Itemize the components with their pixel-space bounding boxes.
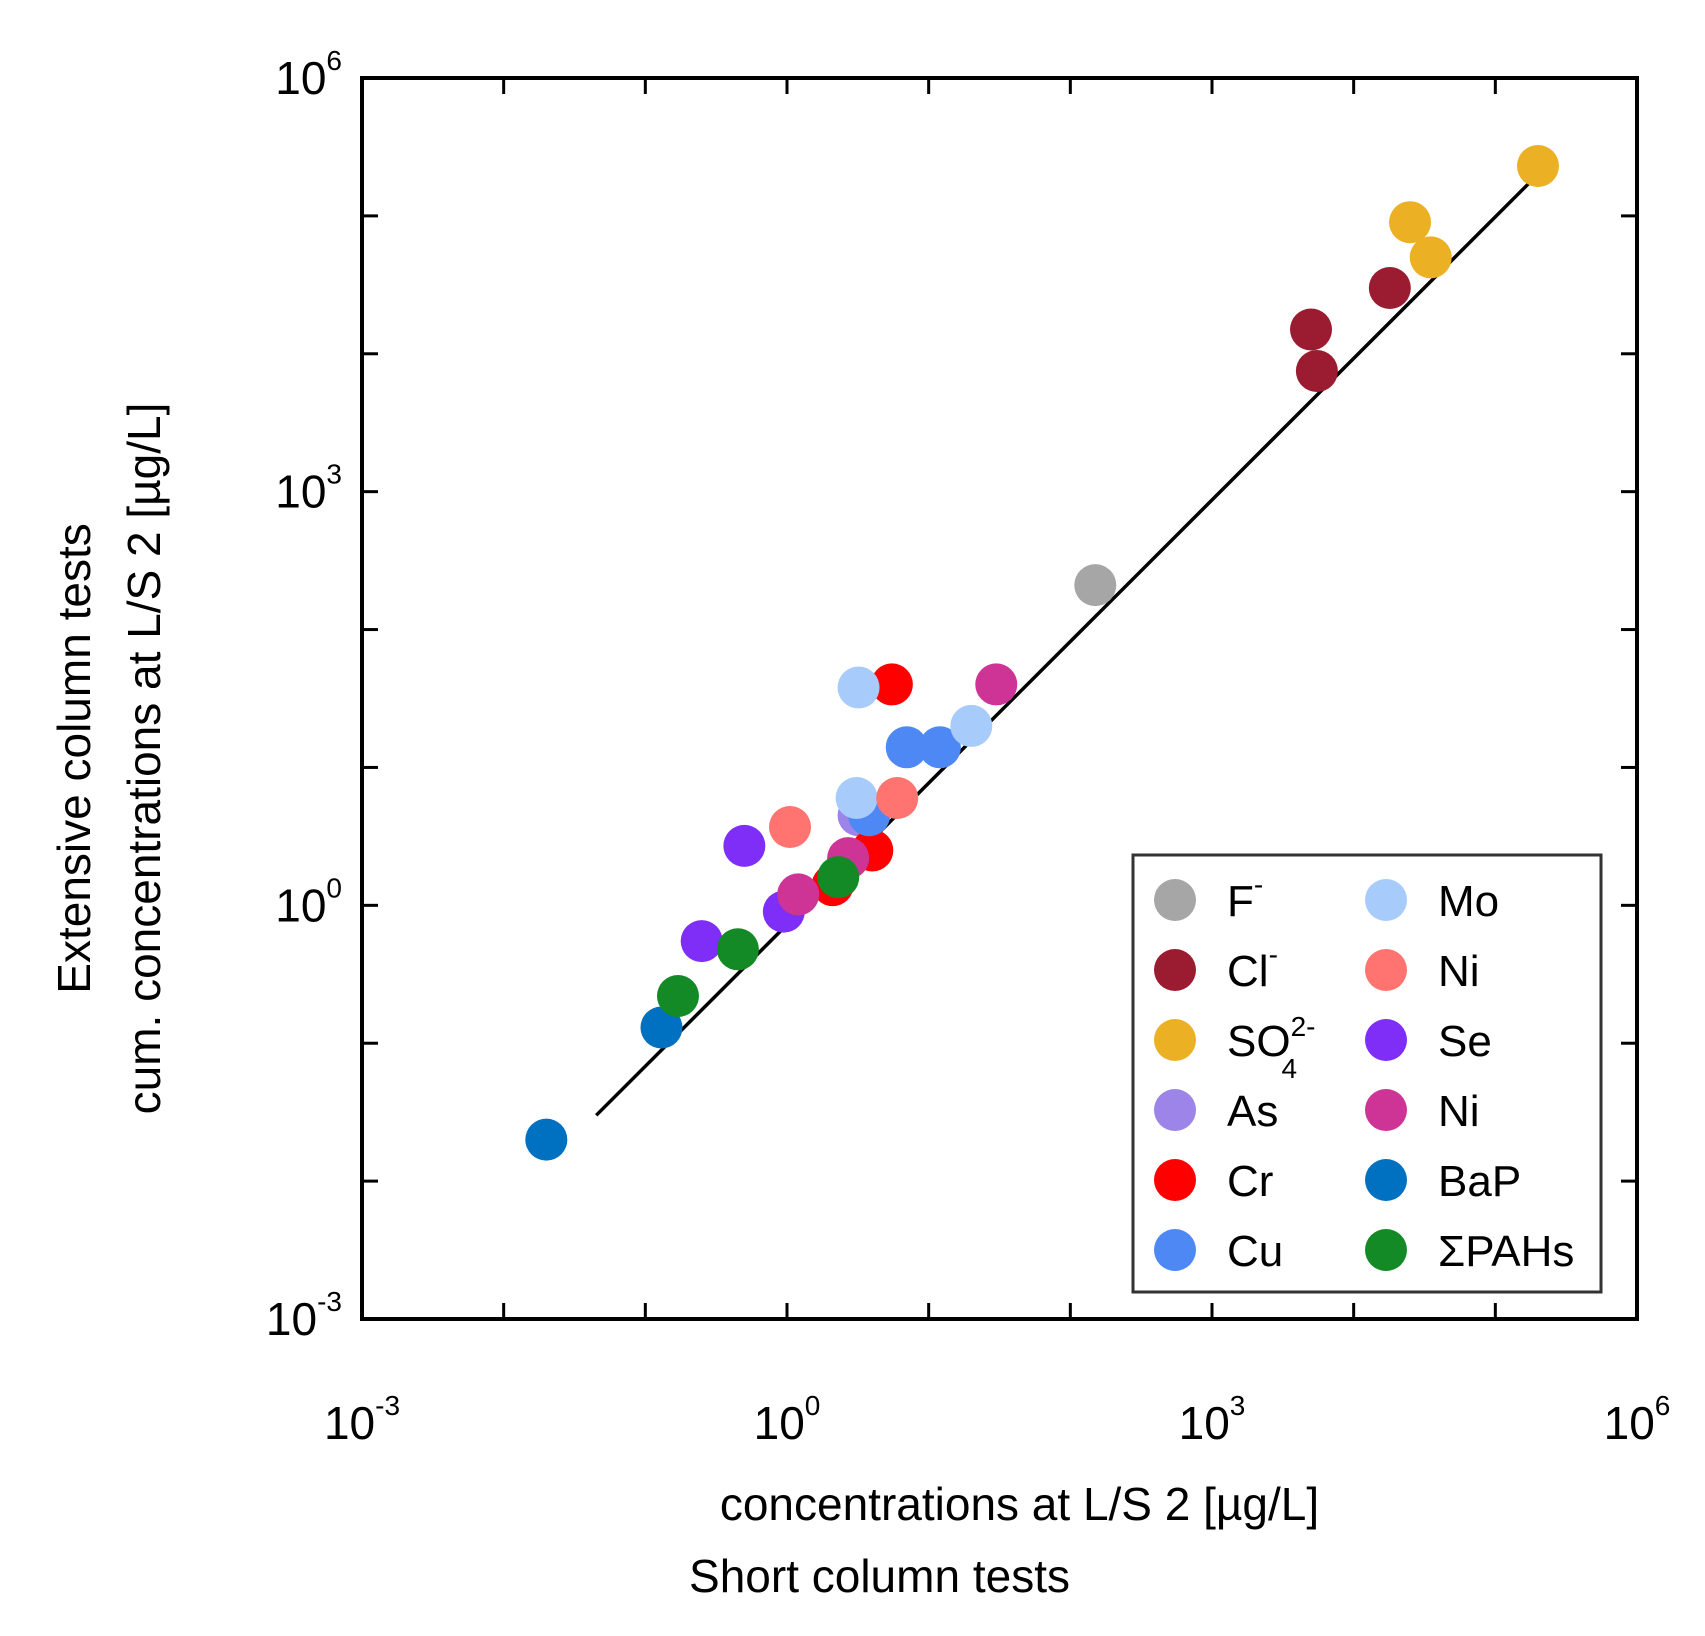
y-tick-label: 106: [275, 45, 342, 104]
data-point-cl: [1290, 308, 1333, 351]
data-point-pahs: [716, 928, 759, 971]
legend-marker: [1365, 1089, 1407, 1131]
legend-label: BaP: [1438, 1157, 1521, 1206]
legend-box: [1131, 853, 1603, 1294]
data-point-cu: [885, 726, 928, 769]
data-point-ni: [777, 873, 820, 916]
legend-label: As: [1227, 1087, 1278, 1136]
axis-labels: concentrations at L/S 2 [µg/L] Short colu…: [48, 403, 1319, 1602]
legend-marker: [1154, 949, 1196, 991]
legend-label: Mo: [1438, 877, 1499, 926]
data-point-pahs: [817, 856, 860, 899]
data-point-bap: [640, 1006, 683, 1049]
legend-marker: [1154, 879, 1196, 921]
legend-marker: [1365, 1229, 1407, 1271]
data-point-ni: [975, 663, 1018, 706]
data-point-bap: [525, 1118, 568, 1161]
plot-frame: [360, 76, 1639, 1321]
data-point-se: [680, 920, 723, 963]
y-axis-label-line: cum. concentrations at L/S 2 [µg/L]: [118, 403, 170, 1115]
legend-marker: [1365, 949, 1407, 991]
legend-label: ΣPAHs: [1438, 1227, 1574, 1276]
legend-label: SO2-4: [1227, 1011, 1315, 1084]
x-tick-label: 103: [1179, 1390, 1246, 1449]
y-tick-label: 103: [275, 459, 342, 518]
data-point-cr: [870, 663, 913, 706]
axis-ticks: [362, 78, 1637, 1319]
legend-label: F-: [1227, 869, 1263, 926]
data-point-se: [723, 824, 766, 867]
y-tick-label: 10-3: [266, 1286, 342, 1345]
data-point-so: [1389, 201, 1432, 244]
legend-marker: [1365, 1019, 1407, 1061]
legend: F- Cl- SO2-4As Cr Cu Mo Ni Se Ni BaP ΣPAHs: [1131, 853, 1603, 1294]
data-point-f: [1074, 564, 1117, 607]
data-point-mo: [835, 777, 878, 820]
x-tick-label: 10-3: [324, 1390, 400, 1449]
x-axis-label-line: concentrations at L/S 2 [µg/L]: [720, 1478, 1319, 1530]
data-point-so: [1516, 145, 1559, 188]
legend-label: Se: [1438, 1017, 1492, 1066]
data-point-cu: [918, 726, 961, 769]
legend-label: Cu: [1227, 1227, 1283, 1276]
data-point-mo: [837, 666, 880, 709]
x-tick-label: 106: [1604, 1390, 1671, 1449]
data-point-so: [1409, 236, 1452, 279]
legend-label: Cr: [1227, 1157, 1273, 1206]
data-point-pahs: [656, 975, 699, 1018]
data-point-cl: [1368, 266, 1411, 309]
data-point-ni: [769, 805, 812, 848]
x-axis-label-line: Short column tests: [689, 1550, 1070, 1602]
legend-marker: [1154, 1089, 1196, 1131]
y-tick-label: 100: [275, 872, 342, 931]
data-point-cl: [1295, 350, 1338, 393]
legend-marker: [1365, 1159, 1407, 1201]
chart-marks: [525, 145, 1559, 1161]
legend-label: Ni: [1438, 947, 1480, 996]
legend-label: Cl-: [1227, 939, 1278, 996]
legend-marker: [1154, 1229, 1196, 1271]
legend-marker: [1154, 1019, 1196, 1061]
data-point-mo: [950, 704, 993, 747]
legend-label: Ni: [1438, 1087, 1480, 1136]
y-axis-label-line: Extensive column tests: [48, 523, 100, 993]
legend-marker: [1365, 879, 1407, 921]
data-point-ni: [876, 777, 919, 820]
axis-tick-labels: 10-3 100 103 106 10-3 100 103 106: [266, 45, 1670, 1449]
legend-marker: [1154, 1159, 1196, 1201]
x-tick-label: 100: [754, 1390, 821, 1449]
